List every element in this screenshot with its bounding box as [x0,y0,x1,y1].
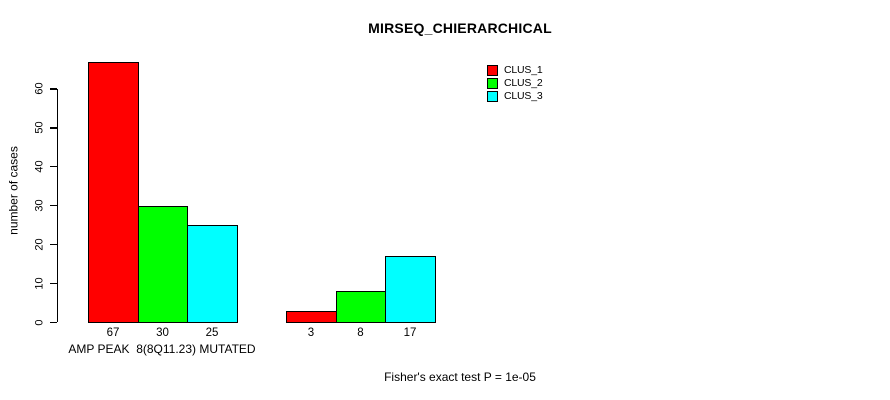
y-tick-label: 50 [33,121,46,135]
y-tick-label: 20 [33,238,46,251]
bar-value-label: 67 [106,327,120,339]
y-axis-label: number of cases [6,146,21,235]
y-tick-label: 10 [33,277,46,290]
chart-title: MIRSEQ_CHIERARCHICAL [368,20,552,36]
legend-swatch-clus-1 [487,65,498,76]
bar-value-label: 3 [307,327,315,339]
legend-label: CLUS_3 [504,90,543,102]
bar-value-label: 30 [156,327,169,339]
bar-value-label: 8 [357,327,364,339]
y-tick [49,166,57,168]
y-tick [49,244,57,246]
y-tick-label: 30 [33,199,46,212]
y-tick [49,88,57,90]
x-axis-label: AMP PEAK 8(8Q11.23) MUTATED [68,342,256,356]
legend: CLUS_1 CLUS_2 CLUS_3 [487,64,543,103]
legend-label: CLUS_2 [504,77,543,89]
legend-label: CLUS_1 [504,64,543,76]
bar-clus-1-group-1 [88,61,139,324]
bar-value-label: 25 [205,327,219,339]
y-tick-label: 0 [33,319,46,326]
legend-swatch-clus-2 [487,78,498,89]
bar-clus-2-group-2 [335,291,386,324]
legend-swatch-clus-3 [487,91,498,102]
legend-item-clus-3: CLUS_3 [487,90,543,103]
legend-item-clus-2: CLUS_2 [487,77,543,90]
y-tick [49,321,57,324]
legend-item-clus-1: CLUS_1 [487,64,543,77]
fisher-test-note: Fisher's exact test P = 1e-05 [384,370,536,384]
bar-clus-3-group-2 [385,256,436,324]
y-tick-label: 40 [33,160,46,173]
y-axis-line [56,88,58,323]
y-tick-label: 60 [33,82,46,96]
bar-clus-3-group-1 [187,225,238,324]
y-tick [49,282,57,285]
bar-clus-1-group-2 [286,310,337,324]
y-tick [49,127,57,129]
y-tick [49,205,57,207]
bar-value-label: 17 [403,327,417,339]
bar-clus-2-group-1 [137,205,188,324]
